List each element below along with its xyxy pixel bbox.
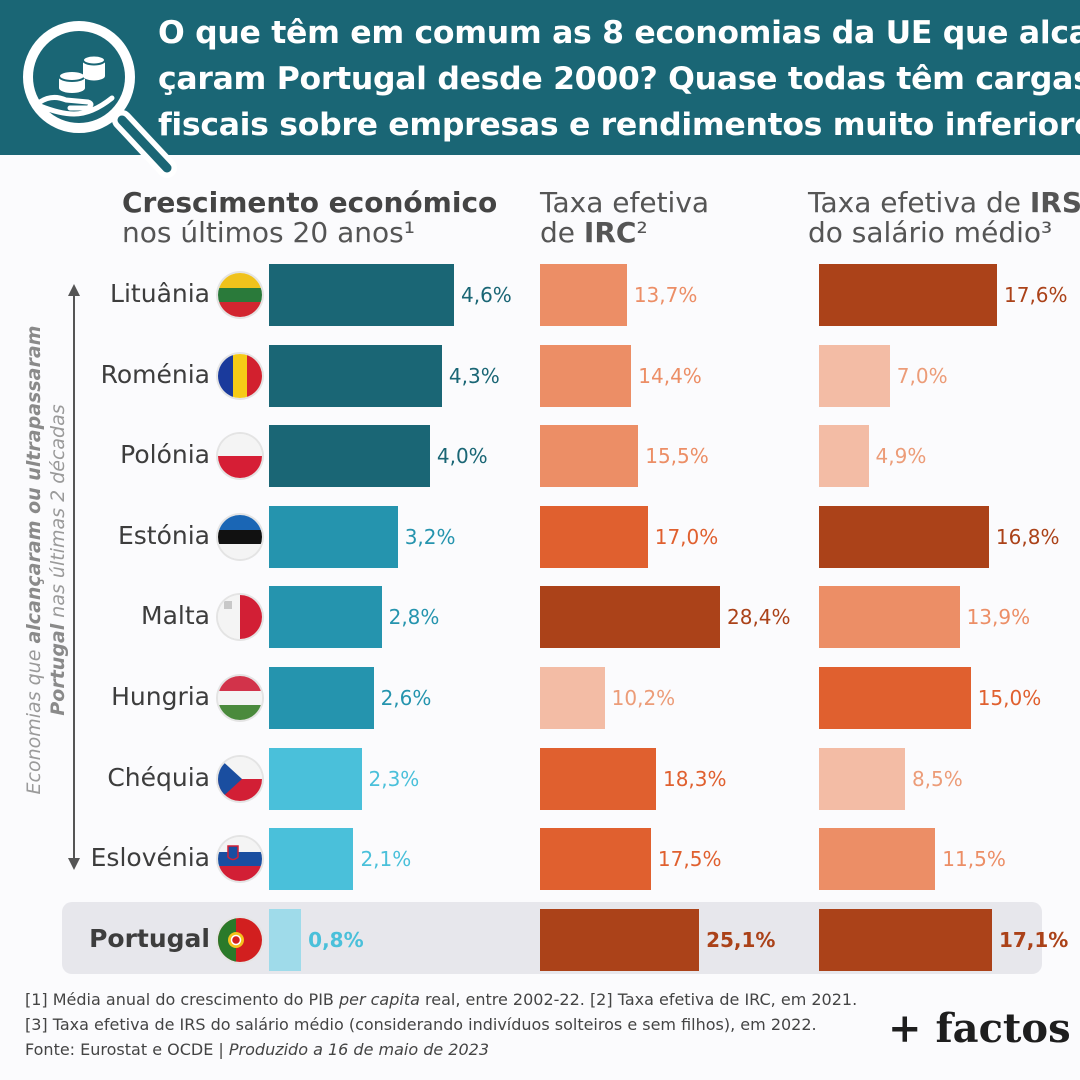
malta-flag-icon (218, 595, 262, 640)
irc-value-label: 17,5% (657, 847, 722, 872)
irc-bar (540, 828, 651, 891)
irs-bar (819, 747, 905, 810)
romania-flag-icon (218, 353, 262, 398)
country-label: Chéquia (107, 762, 210, 792)
irc-header-line-1: Taxa efetiva (540, 186, 710, 219)
footnote-d: Produzido a 16 de maio de 2023 (228, 1040, 490, 1059)
irc-value-label: 14,4% (638, 363, 702, 388)
title-line-2: çaram Portugal desde 2000? Quase todas t… (158, 61, 1080, 97)
irs-value-label: 4,9% (875, 444, 927, 469)
growth-column-header: Crescimento económico nos últimos 20 ano… (122, 188, 497, 248)
irc-value-label: 15,5% (645, 444, 709, 469)
hungary-flag-icon (218, 676, 262, 720)
irc-value-label: 25,1% (706, 927, 776, 952)
irc-header-bold: IRC (583, 216, 637, 249)
irc-bar (540, 264, 627, 326)
irc-header-sup: ² (636, 216, 648, 249)
irs-value-label: 11,5% (942, 847, 1006, 872)
irc-value-label: 18,3% (662, 766, 727, 791)
irs-bar (819, 667, 971, 729)
growth-header-line-1: Crescimento económico (122, 186, 498, 219)
country-label: Hungria (111, 682, 210, 711)
growth-value-label: 4,3% (448, 363, 500, 388)
czechia-flag-icon (218, 756, 262, 801)
side-label-p4: nas últimas 2 décadas (47, 404, 69, 624)
irs-value-label: 16,8% (995, 524, 1060, 549)
growth-value-label: 2,8% (388, 605, 440, 630)
country-label: Lituânia (110, 279, 210, 308)
irc-bar (540, 747, 656, 810)
irs-bar (819, 586, 960, 649)
irs-bar (819, 505, 989, 568)
irs-header-bold: IRS (1029, 186, 1080, 219)
growth-value-label: 2,3% (368, 766, 420, 791)
page-title: O que têm em comum as 8 economias da UE … (158, 10, 1080, 148)
irc-bar (540, 505, 648, 568)
irs-bar (819, 425, 869, 488)
irs-value-label: 8,5% (911, 766, 963, 791)
irc-bar (540, 344, 632, 407)
growth-value-label: 2,1% (360, 847, 412, 872)
growth-header-line-2: nos últimos 20 anos¹ (122, 216, 415, 249)
footnote-a: [1] Média anual do crescimento do PIB (25, 990, 339, 1009)
growth-bar (269, 586, 382, 649)
brand-logo: + factos (888, 1005, 1071, 1052)
lithuania-flag-icon (218, 273, 262, 317)
portugal-flag-icon (218, 917, 262, 962)
country-label: Eslovénia (90, 843, 210, 873)
irs-value-label: 17,1% (998, 927, 1069, 952)
irs-bar (819, 828, 936, 891)
irc-header-pre: de (540, 216, 584, 249)
growth-bar (269, 425, 430, 488)
irs-header-pre: Taxa efetiva de (808, 186, 1030, 219)
title-line-1: O que têm em comum as 8 economias da UE … (158, 15, 1080, 51)
side-arrow (68, 284, 80, 870)
irc-bar (540, 586, 720, 649)
title-line-3: fiscais sobre empresas e rendimentos mui… (158, 107, 1080, 143)
growth-value-label: 2,6% (380, 686, 432, 710)
irs-bar (819, 908, 992, 971)
irs-bar (819, 264, 997, 326)
growth-value-label: 3,2% (404, 524, 456, 549)
growth-bar (269, 505, 398, 568)
irs-column-header: Taxa efetiva de IRS do salário médio³ (808, 188, 1080, 248)
irc-column-header: Taxa efetiva de IRC² (540, 188, 709, 248)
irc-value-label: 13,7% (633, 283, 698, 307)
growth-bar (269, 747, 362, 810)
footnote-c: real, entre 2002-22. [2] Taxa efetiva de… (25, 990, 858, 1059)
growth-bar (269, 667, 374, 729)
country-label: Estónia (117, 520, 210, 550)
footnote-b: per capita (338, 990, 420, 1009)
irs-value-label: 7,0% (896, 363, 948, 388)
growth-bar (269, 264, 454, 326)
country-label: Roménia (100, 359, 210, 389)
estonia-flag-icon (218, 514, 262, 559)
irc-bar (540, 667, 605, 729)
irs-bar (819, 344, 890, 407)
slovenia-flag-icon (218, 837, 262, 882)
country-label: Malta (141, 601, 210, 631)
footnote: [1] Média anual do crescimento do PIB pe… (25, 987, 865, 1062)
irc-value-label: 28,4% (727, 605, 791, 630)
growth-bar (269, 908, 302, 971)
irs-value-label: 17,6% (1004, 283, 1068, 307)
growth-bar (269, 344, 442, 407)
magnifier-coins-hand-icon (12, 10, 182, 184)
growth-value-label: 0,8% (308, 927, 364, 952)
irs-header-line-2: do salário médio³ (808, 216, 1053, 249)
header-banner (0, 0, 1080, 155)
country-label: Polónia (120, 440, 210, 470)
irc-bar (540, 908, 700, 971)
irc-value-label: 17,0% (654, 524, 719, 549)
irc-bar (540, 425, 639, 488)
irs-value-label: 13,9% (966, 605, 1031, 630)
poland-flag-icon (218, 434, 262, 479)
growth-bar (269, 828, 354, 891)
country-label: Portugal (89, 923, 210, 953)
irc-value-label: 10,2% (611, 686, 676, 710)
growth-value-label: 4,0% (436, 444, 488, 469)
irs-value-label: 15,0% (977, 686, 1042, 710)
growth-value-label: 4,6% (461, 283, 512, 307)
